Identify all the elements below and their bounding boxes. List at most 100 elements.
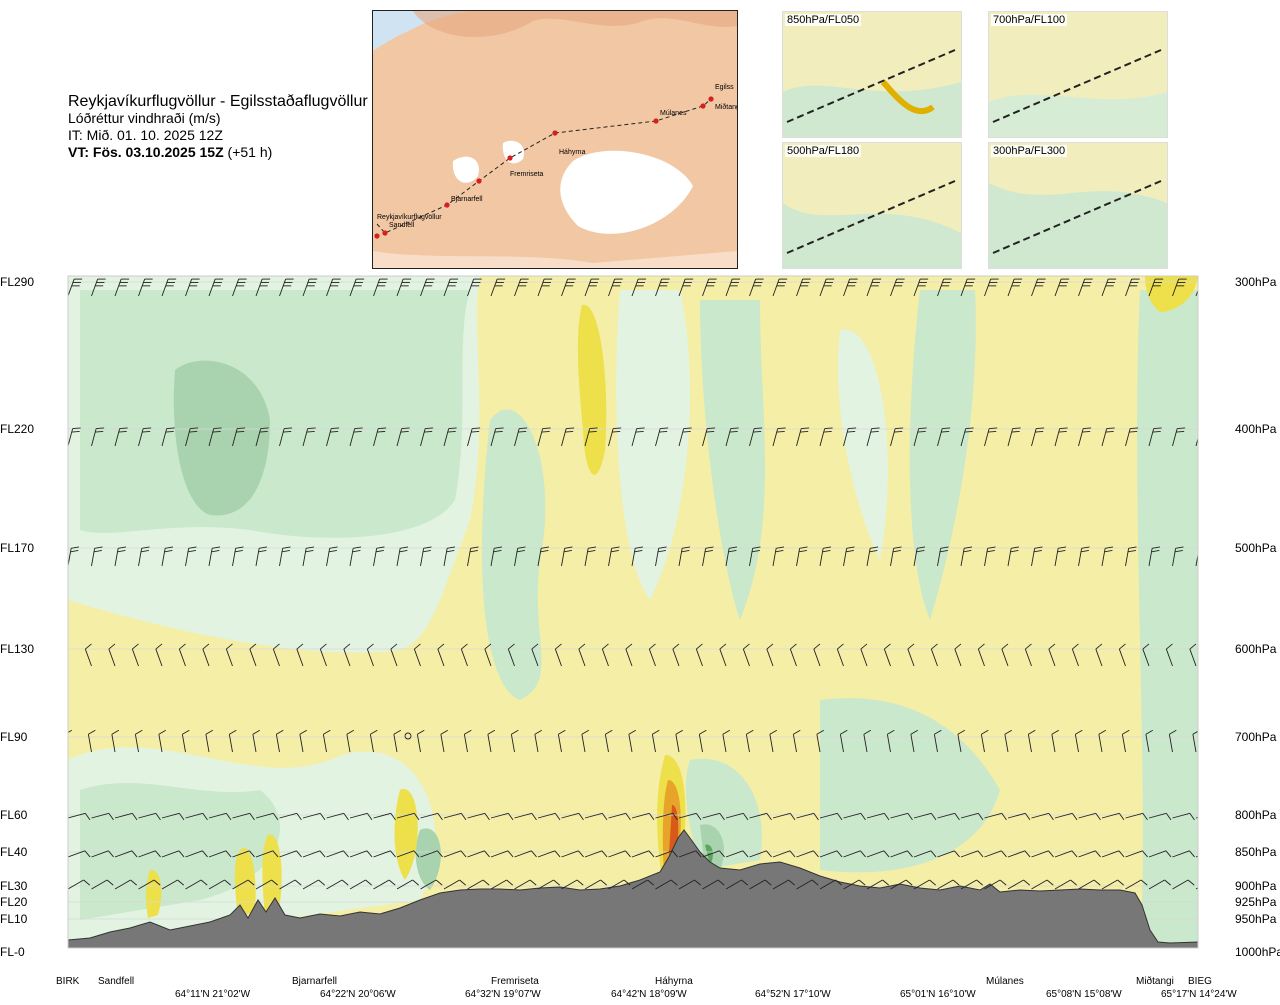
wind-barb-30 [772,278,788,297]
wind-barb-319 [655,850,678,858]
wind-barb-169 [578,643,586,667]
wind-barb-161 [390,643,398,667]
wind-barb-198 [111,729,120,753]
wind-barb-164 [460,643,468,667]
wind-barb-140 [1054,546,1067,567]
wind-barb-190 [1071,643,1079,667]
wind-barb-47 [1172,278,1187,297]
wind-barb-126 [725,546,738,567]
hpa-label-5: 800hPa [1235,808,1277,822]
wind-barb-186 [977,643,985,667]
wind-barb-157 [296,643,304,667]
wind-barb-391 [1195,887,1198,890]
wind-barb-27 [702,278,717,297]
wind-barb-51 [114,427,128,447]
wind-barb-271 [678,812,702,821]
mini-map-850: 850hPa/FL050 [782,11,962,138]
chart-subtitle: Lóðréttur vindhraði (m/s) [68,110,221,126]
mini-map-700-caption: 700hPa/FL100 [991,14,1068,26]
wind-barb-20 [537,278,553,297]
wind-barb-192 [1118,643,1126,667]
wind-barb-301 [232,850,255,858]
wind-barb-73 [631,427,645,447]
fl-label-10: FL-0 [0,945,25,959]
wind-barb-3 [138,278,153,297]
wind-barb-311 [467,850,490,858]
hpa-label-7: 900hPa [1235,879,1277,893]
mini-map-850-field [783,82,961,137]
wind-barb-278 [843,812,866,821]
wind-barb-321 [702,850,725,858]
wind-barb-43 [1078,278,1093,297]
wind-barb-91 [1054,427,1068,447]
waypoint-label-2: Bjarnarfell [292,976,337,987]
wind-barb-370 [702,879,725,890]
fl-label-2: FL170 [0,541,34,555]
wind-barb-387 [1101,879,1125,890]
fl-label-1: FL220 [0,422,34,436]
wind-barb-280 [890,812,913,821]
wind-barb-150 [131,643,139,667]
wind-barb-194 [1165,643,1173,667]
wind-barb-162 [413,643,421,667]
wind-barb-21 [561,278,576,297]
mini-map-850-route [786,49,956,123]
wind-barb-380 [937,879,960,890]
field-up-high [577,304,607,475]
wind-barb-324 [772,850,796,858]
wind-barb-6 [208,278,224,297]
glacier-langjokull [452,156,479,183]
wind-barb-58 [279,427,293,447]
mini-map-850-updraft [880,79,935,115]
wind-barb-336 [1054,850,1078,858]
wind-barb-284 [984,812,1007,821]
wind-barb-136 [960,546,973,567]
mini-map-700-svg [989,12,1167,137]
wind-barb-13 [373,278,388,297]
wind-barb-239 [1074,729,1083,753]
mini-map-850-caption: 850hPa/FL050 [785,14,862,26]
pressure-axis-labels: 300hPa 400hPa 500hPa 600hPa 700hPa 800hPa 850h… [1235,275,1280,959]
wind-barb-48 [1195,289,1198,297]
wind-barb-203 [228,729,237,753]
map-route-label-3: Fremriseta [510,171,544,178]
wind-barb-172 [648,643,656,667]
wind-barb-213 [463,729,472,753]
wind-barb-254 [279,812,302,821]
wind-barb-262 [467,812,490,821]
wind-barb-154 [225,643,233,667]
wind-barb-354 [326,879,349,890]
mini-map-300-svg [989,143,1167,268]
wind-barb-300 [208,850,232,858]
wind-barb-83 [866,427,880,447]
waypoint-label-7: BIEG [1188,976,1212,987]
field-up-sandfell [145,869,162,918]
wind-barb-9 [279,278,294,297]
wind-barb-326 [819,850,843,858]
wind-barb-366 [608,879,631,890]
wind-barb-332 [960,850,984,858]
wind-barb-76 [702,427,716,447]
wind-barb-97 [1195,436,1198,447]
wind-barb-174 [695,643,703,667]
wind-barb-217 [557,729,566,753]
wind-barb-307 [373,850,396,858]
wind-barb-110 [349,546,362,567]
wind-barb-144 [1148,546,1161,567]
hpa-label-2: 500hPa [1235,541,1277,555]
wind-barb-101 [138,546,150,567]
wind-barb-187 [1001,643,1009,667]
wind-barb-200 [158,729,167,753]
wind-barb-34 [866,278,882,297]
wind-barb-236 [1004,729,1013,753]
fl-label-5: FL60 [0,808,28,822]
wind-barb-147 [68,643,69,666]
map-route-label-5: Múlanes [660,110,687,117]
wind-barb-38 [960,278,976,297]
wind-barb-305 [326,850,349,858]
wind-barb-118 [537,546,550,567]
coordinate-label-4: 64°52'N 17°10'W [755,989,831,1000]
wind-barb-376 [843,879,866,890]
wind-barb-383 [1007,879,1031,890]
